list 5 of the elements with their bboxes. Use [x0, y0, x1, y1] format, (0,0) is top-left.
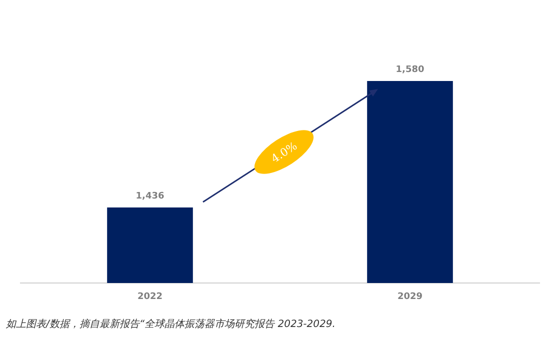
- text: 如上图表/数据，摘自最新报告“全球晶体振荡器市场研究报告 2023-2029.: [5, 318, 336, 330]
- data-label: 1,580: [396, 65, 424, 75]
- data-label: 1,436: [136, 191, 164, 202]
- x-tick-label: 2022: [137, 292, 163, 302]
- x-tick-label: 2029: [397, 292, 423, 302]
